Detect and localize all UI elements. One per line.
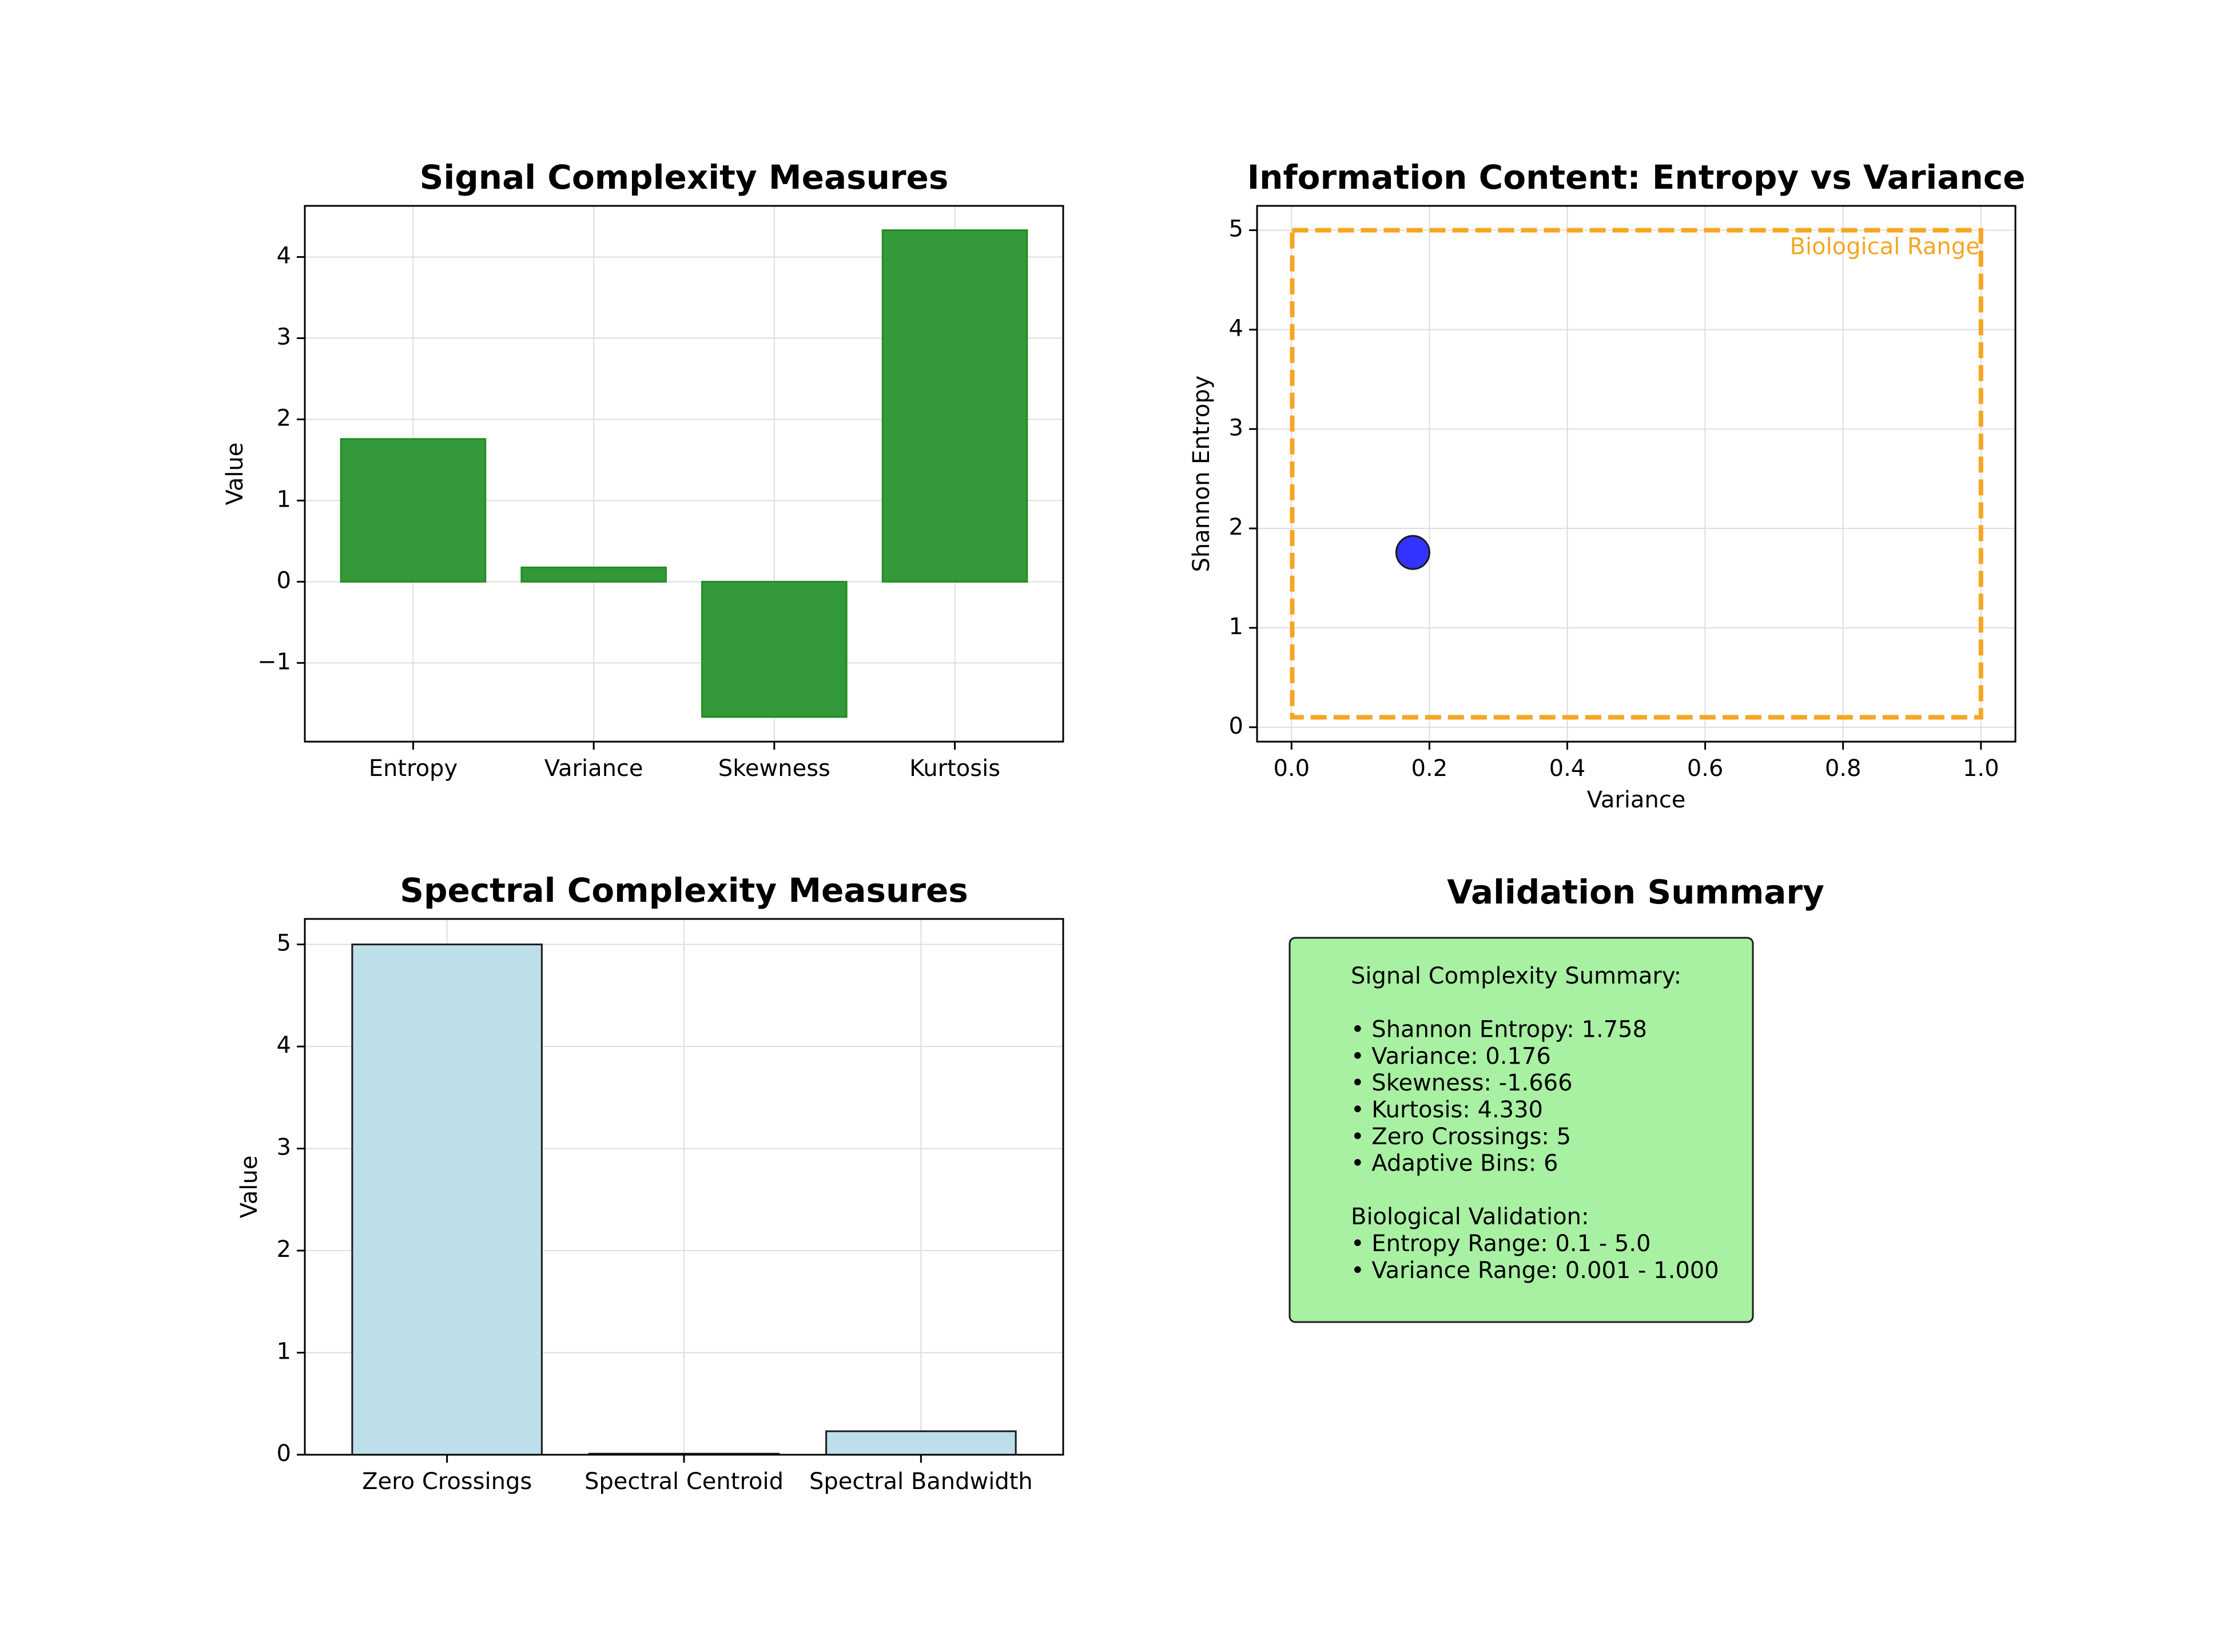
bar-spectral-bandwidth <box>825 1430 1017 1456</box>
x-tick-label: Zero Crossings <box>362 1468 532 1495</box>
summary-line: • Kurtosis: 4.330 <box>1351 1097 1543 1123</box>
x-tick-label: 0.8 <box>1825 755 1862 782</box>
plot-frame <box>304 205 1064 743</box>
bar-skewness <box>701 580 848 718</box>
x-tick-label: Variance <box>544 755 643 782</box>
y-axis-label: Value <box>222 443 248 505</box>
x-tick-label: Skewness <box>718 755 830 782</box>
x-tick-label: 1.0 <box>1963 755 1999 782</box>
y-tick-label: 0 <box>1229 713 1243 739</box>
x-tick-label: 0.6 <box>1687 755 1724 782</box>
summary-line: • Shannon Entropy: 1.758 <box>1351 1017 1647 1043</box>
y-tick-label: 3 <box>277 1134 291 1161</box>
summary-line: • Skewness: -1.666 <box>1351 1070 1573 1096</box>
summary-title: Validation Summary <box>1447 873 1824 911</box>
points <box>1395 535 1430 570</box>
y-tick-label: 3 <box>277 324 291 350</box>
y-tick-label: 4 <box>1229 315 1243 341</box>
biological-range-label: Biological Range <box>1790 234 1979 260</box>
chart-title: Spectral Complexity Measures <box>400 871 968 910</box>
validation-summary-panel: Validation Summary Signal Complexity Sum… <box>1289 873 1824 1323</box>
spectral-complexity-chart: 0 1 2 3 4 5 Zero Crossings Spectral Centroid Spe… <box>236 871 1064 1495</box>
y-tick-label: 4 <box>277 1032 291 1058</box>
chart-title: Information Content: Entropy vs Variance <box>1247 158 2026 197</box>
y-tick-label: 2 <box>277 1236 291 1263</box>
y-axis-label: Value <box>236 1156 263 1219</box>
summary-line: Biological Validation: <box>1351 1204 1589 1230</box>
y-tick-label: 1 <box>277 486 291 512</box>
signal-complexity-chart: −1 0 1 2 3 4 Entropy Variance Skewness Kurtosis S… <box>222 158 1064 782</box>
summary-line: Signal Complexity Summary: <box>1351 963 1681 989</box>
axis-ticks: 0 1 2 3 4 5 Zero Crossings Spectral Centroid Spe… <box>277 930 1033 1495</box>
entropy-variance-chart: Biological Range 0 1 2 3 4 5 0.0 0.2 0.4 0.6 0.8 1.… <box>1188 158 2025 813</box>
chart-title: Signal Complexity Measures <box>420 158 949 197</box>
summary-line: • Variance Range: 0.001 - 1.000 <box>1351 1257 1719 1284</box>
summary-box <box>1289 937 1754 1323</box>
summary-line: • Zero Crossings: 5 <box>1351 1124 1571 1150</box>
summary-line: • Entropy Range: 0.1 - 5.0 <box>1351 1231 1651 1257</box>
data-point <box>1395 535 1430 570</box>
summary-text: Signal Complexity Summary: • Shannon Entr… <box>1351 963 1719 1284</box>
bar-kurtosis <box>881 229 1028 583</box>
axis-ticks: 0 1 2 3 4 5 0.0 0.2 0.4 0.6 0.8 1.0 <box>1229 216 1999 782</box>
bar-variance <box>520 566 667 583</box>
y-tick-label: 1 <box>277 1339 291 1365</box>
plot-frame <box>1256 205 2017 743</box>
y-axis-label: Shannon Entropy <box>1188 376 1215 572</box>
y-tick-label: 5 <box>1229 216 1243 242</box>
x-tick-label: Spectral Centroid <box>584 1468 784 1495</box>
x-axis-label: Variance <box>1587 787 1686 813</box>
x-tick-label: 0.0 <box>1273 755 1310 782</box>
y-tick-label: 0 <box>277 567 291 594</box>
y-tick-label: 5 <box>277 930 291 957</box>
x-tick-label: Kurtosis <box>909 755 1000 782</box>
biological-range-region <box>1290 228 1983 720</box>
x-tick-label: 0.4 <box>1549 755 1586 782</box>
axis-ticks: −1 0 1 2 3 4 Entropy Variance Skewness Kurtosis <box>257 242 1000 782</box>
y-tick-label: 3 <box>1229 415 1243 441</box>
summary-line: • Adaptive Bins: 6 <box>1351 1151 1558 1177</box>
summary-line: • Variance: 0.176 <box>1351 1043 1551 1069</box>
y-tick-label: 2 <box>277 405 291 431</box>
y-tick-label: 4 <box>277 242 291 269</box>
y-tick-label: 1 <box>1229 614 1243 640</box>
bar-zero-crossings <box>351 944 543 1456</box>
bars <box>351 944 1017 1456</box>
y-tick-label: −1 <box>257 648 291 675</box>
bars <box>340 229 1028 718</box>
x-tick-label: Entropy <box>369 755 458 782</box>
bar-entropy <box>340 438 487 583</box>
x-tick-label: Spectral Bandwidth <box>809 1468 1033 1495</box>
y-tick-label: 0 <box>277 1440 291 1467</box>
y-tick-label: 2 <box>1229 514 1243 540</box>
x-tick-label: 0.2 <box>1411 755 1448 782</box>
